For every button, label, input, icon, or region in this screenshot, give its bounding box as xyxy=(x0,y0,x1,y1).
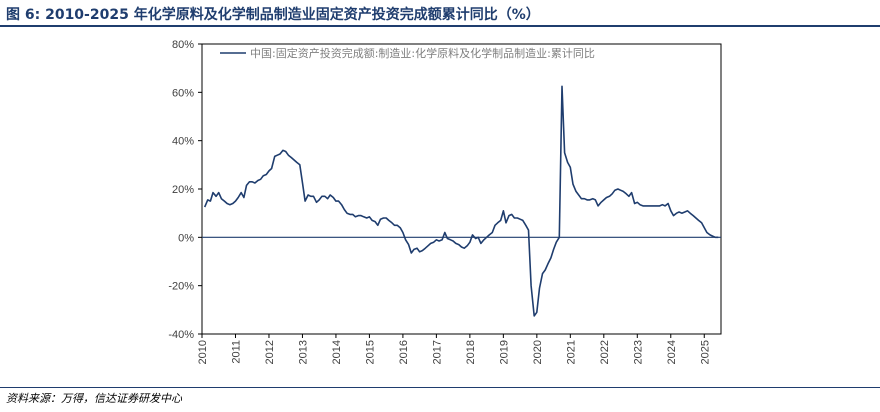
x-tick-label: 2021 xyxy=(565,340,577,364)
series-layer xyxy=(203,85,719,317)
x-tick-label: 2015 xyxy=(364,340,376,364)
y-tick-label: 20% xyxy=(172,184,194,196)
x-tick-label: 2019 xyxy=(498,340,510,364)
x-tick-label: 2017 xyxy=(431,340,443,364)
y-tick-label: 0% xyxy=(178,232,194,244)
legend: 中国:固定资产投资完成额:制造业:化学原料及化学制品制造业:累计同比 xyxy=(220,46,595,60)
x-tick-label: 2010 xyxy=(197,340,209,364)
x-tick-label: 2025 xyxy=(699,340,711,364)
y-tick-label: -40% xyxy=(168,329,194,341)
y-tick-label: -20% xyxy=(168,281,194,293)
axes: -40% -20% 0% 20% 40% 60% 80% 2010 2011 2012 2013 20… xyxy=(168,39,722,364)
x-tick-label: 2022 xyxy=(599,340,611,364)
x-tick-label: 2012 xyxy=(264,340,276,364)
source-rule xyxy=(0,387,880,388)
x-tick-label: 2011 xyxy=(230,340,242,364)
legend-label: 中国:固定资产投资完成额:制造业:化学原料及化学制品制造业:累计同比 xyxy=(250,46,595,60)
x-tick-label: 2020 xyxy=(532,340,544,364)
x-tick-label: 2013 xyxy=(297,340,309,364)
series-line xyxy=(203,85,719,317)
x-tick-label: 2024 xyxy=(666,340,678,364)
y-tick-label: 60% xyxy=(172,87,194,99)
y-tick-label: 40% xyxy=(172,136,194,148)
y-tick-label: 80% xyxy=(172,39,194,51)
plot-frame xyxy=(201,43,722,335)
x-tick-label: 2016 xyxy=(398,340,410,364)
x-tick-label: 2014 xyxy=(331,340,343,364)
title-rule xyxy=(0,25,880,27)
source-note: 资料来源：万得，信达证券研发中心 xyxy=(6,392,182,405)
line-chart: -40% -20% 0% 20% 40% 60% 80% 2010 2011 2012 2013 20… xyxy=(168,39,722,364)
figure-title: 图 6: 2010-2025 年化学原料及化学制品制造业固定资产投资完成额累计同… xyxy=(6,7,540,23)
x-tick-label: 2018 xyxy=(465,340,477,364)
x-tick-label: 2023 xyxy=(632,340,644,364)
